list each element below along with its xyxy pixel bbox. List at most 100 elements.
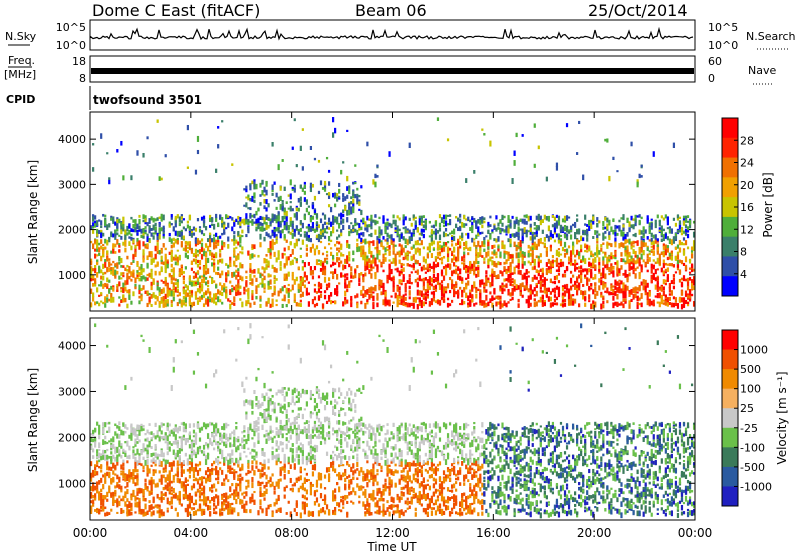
power-echo-cell xyxy=(465,244,468,250)
power-echo-cell xyxy=(206,301,210,307)
power-echo-cell xyxy=(455,291,458,295)
power-echo-cell xyxy=(198,228,202,233)
power-echo-cell xyxy=(658,253,661,260)
velocity-echo-cell xyxy=(114,446,117,452)
power-echo-cell xyxy=(408,264,411,267)
power-echo-cell xyxy=(513,288,516,292)
power-echo-cell xyxy=(574,263,577,269)
power-echo-cell xyxy=(362,249,365,255)
power-echo-cell xyxy=(658,292,661,299)
power-echo-cell xyxy=(410,237,413,240)
power-echo-cell xyxy=(90,268,93,272)
power-echo-cell xyxy=(616,273,619,277)
power-echo-cell xyxy=(317,263,321,266)
power-echo-cell xyxy=(346,217,349,223)
power-echo-cell xyxy=(436,278,440,283)
power-echo-cell xyxy=(515,231,518,237)
power-ytick-label: 4000 xyxy=(58,133,86,146)
power-echo-cell xyxy=(424,271,427,274)
power-echo-cell xyxy=(346,276,349,281)
power-echo-cell xyxy=(340,212,343,216)
power-echo-cell xyxy=(267,273,270,277)
power-echo-cell xyxy=(446,246,450,252)
power-echo-cell xyxy=(186,292,189,297)
velocity-echo-cell xyxy=(152,506,155,509)
power-echo-cell xyxy=(297,231,300,235)
velocity-echo-cell xyxy=(152,461,155,464)
power-echo-cell xyxy=(354,218,357,221)
power-echo-cell xyxy=(666,263,669,266)
power-echo-cell xyxy=(674,222,678,227)
power-echo-cell xyxy=(539,220,542,226)
power-echo-cell xyxy=(497,274,500,278)
power-echo-cell xyxy=(382,299,385,306)
power-echo-cell xyxy=(670,239,673,246)
power-echo-cell xyxy=(481,300,484,306)
power-echo-cell xyxy=(469,289,472,294)
power-echo-cell xyxy=(398,243,401,247)
power-echo-cell xyxy=(457,239,460,246)
power-echo-cell xyxy=(539,289,542,293)
power-echo-cell xyxy=(525,285,528,289)
power-echo-cell xyxy=(604,251,607,256)
velocity-echo-cell xyxy=(136,497,139,500)
power-echo-cell xyxy=(541,300,544,306)
power-echo-cell xyxy=(668,302,671,306)
power-echo-cell xyxy=(358,277,361,283)
power-echo-cell xyxy=(644,229,647,234)
power-echo-cell xyxy=(279,204,282,210)
power-echo-cell xyxy=(574,259,577,262)
power-echo-cell xyxy=(499,301,502,305)
power-echo-cell xyxy=(114,236,117,240)
power-echo-cell xyxy=(293,188,296,193)
power-echo-cell xyxy=(555,296,559,301)
power-echo-cell xyxy=(344,296,347,301)
power-echo-cell xyxy=(253,184,256,190)
power-echo-cell xyxy=(475,255,478,261)
power-echo-cell xyxy=(144,215,147,220)
power-echo-cell xyxy=(424,277,427,281)
power-echo-cell xyxy=(547,225,550,232)
power-echo-cell xyxy=(505,302,508,308)
power-echo-cell xyxy=(174,239,177,244)
power-echo-cell xyxy=(354,228,357,233)
power-echo-cell xyxy=(553,289,557,294)
power-echo-cell xyxy=(170,223,173,226)
power-echo-cell xyxy=(259,297,262,302)
velocity-echo-cell xyxy=(178,447,181,454)
power-echo-cell xyxy=(336,193,339,197)
power-echo-cell xyxy=(461,232,464,237)
power-echo-cell xyxy=(172,272,175,278)
power-echo-cell xyxy=(368,218,371,221)
power-echo-cell xyxy=(158,287,161,293)
power-echo-cell xyxy=(686,226,690,231)
power-echo-cell xyxy=(404,216,407,221)
power-echo-cell xyxy=(537,255,540,259)
power-echo-cell xyxy=(578,240,581,243)
power-echo-cell xyxy=(142,219,145,223)
date-title: 25/Oct/2014 xyxy=(588,1,688,20)
power-echo-cell xyxy=(636,240,639,246)
power-echo-cell xyxy=(299,293,302,298)
power-echo-cell xyxy=(327,294,331,300)
velocity-echo-cell xyxy=(168,470,171,477)
power-echo-cell xyxy=(618,225,621,231)
power-echo-cell xyxy=(317,288,321,293)
power-echo-cell xyxy=(422,228,425,233)
power-echo-cell xyxy=(188,278,192,282)
nave-label: Nave xyxy=(748,64,776,77)
power-echo-cell xyxy=(112,243,115,249)
power-echo-cell xyxy=(370,232,373,238)
power-echo-cell xyxy=(610,263,613,268)
power-echo-cell xyxy=(366,262,369,269)
velocity-echo-cell xyxy=(138,487,141,491)
power-echo-cell xyxy=(317,275,321,279)
power-echo-cell xyxy=(400,263,403,269)
power-echo-cell xyxy=(293,279,296,285)
power-echo-cell xyxy=(688,296,692,302)
power-echo-cell xyxy=(360,252,363,258)
power-echo-cell xyxy=(682,297,686,303)
power-echo-cell xyxy=(271,184,274,190)
power-echo-cell xyxy=(319,234,323,240)
